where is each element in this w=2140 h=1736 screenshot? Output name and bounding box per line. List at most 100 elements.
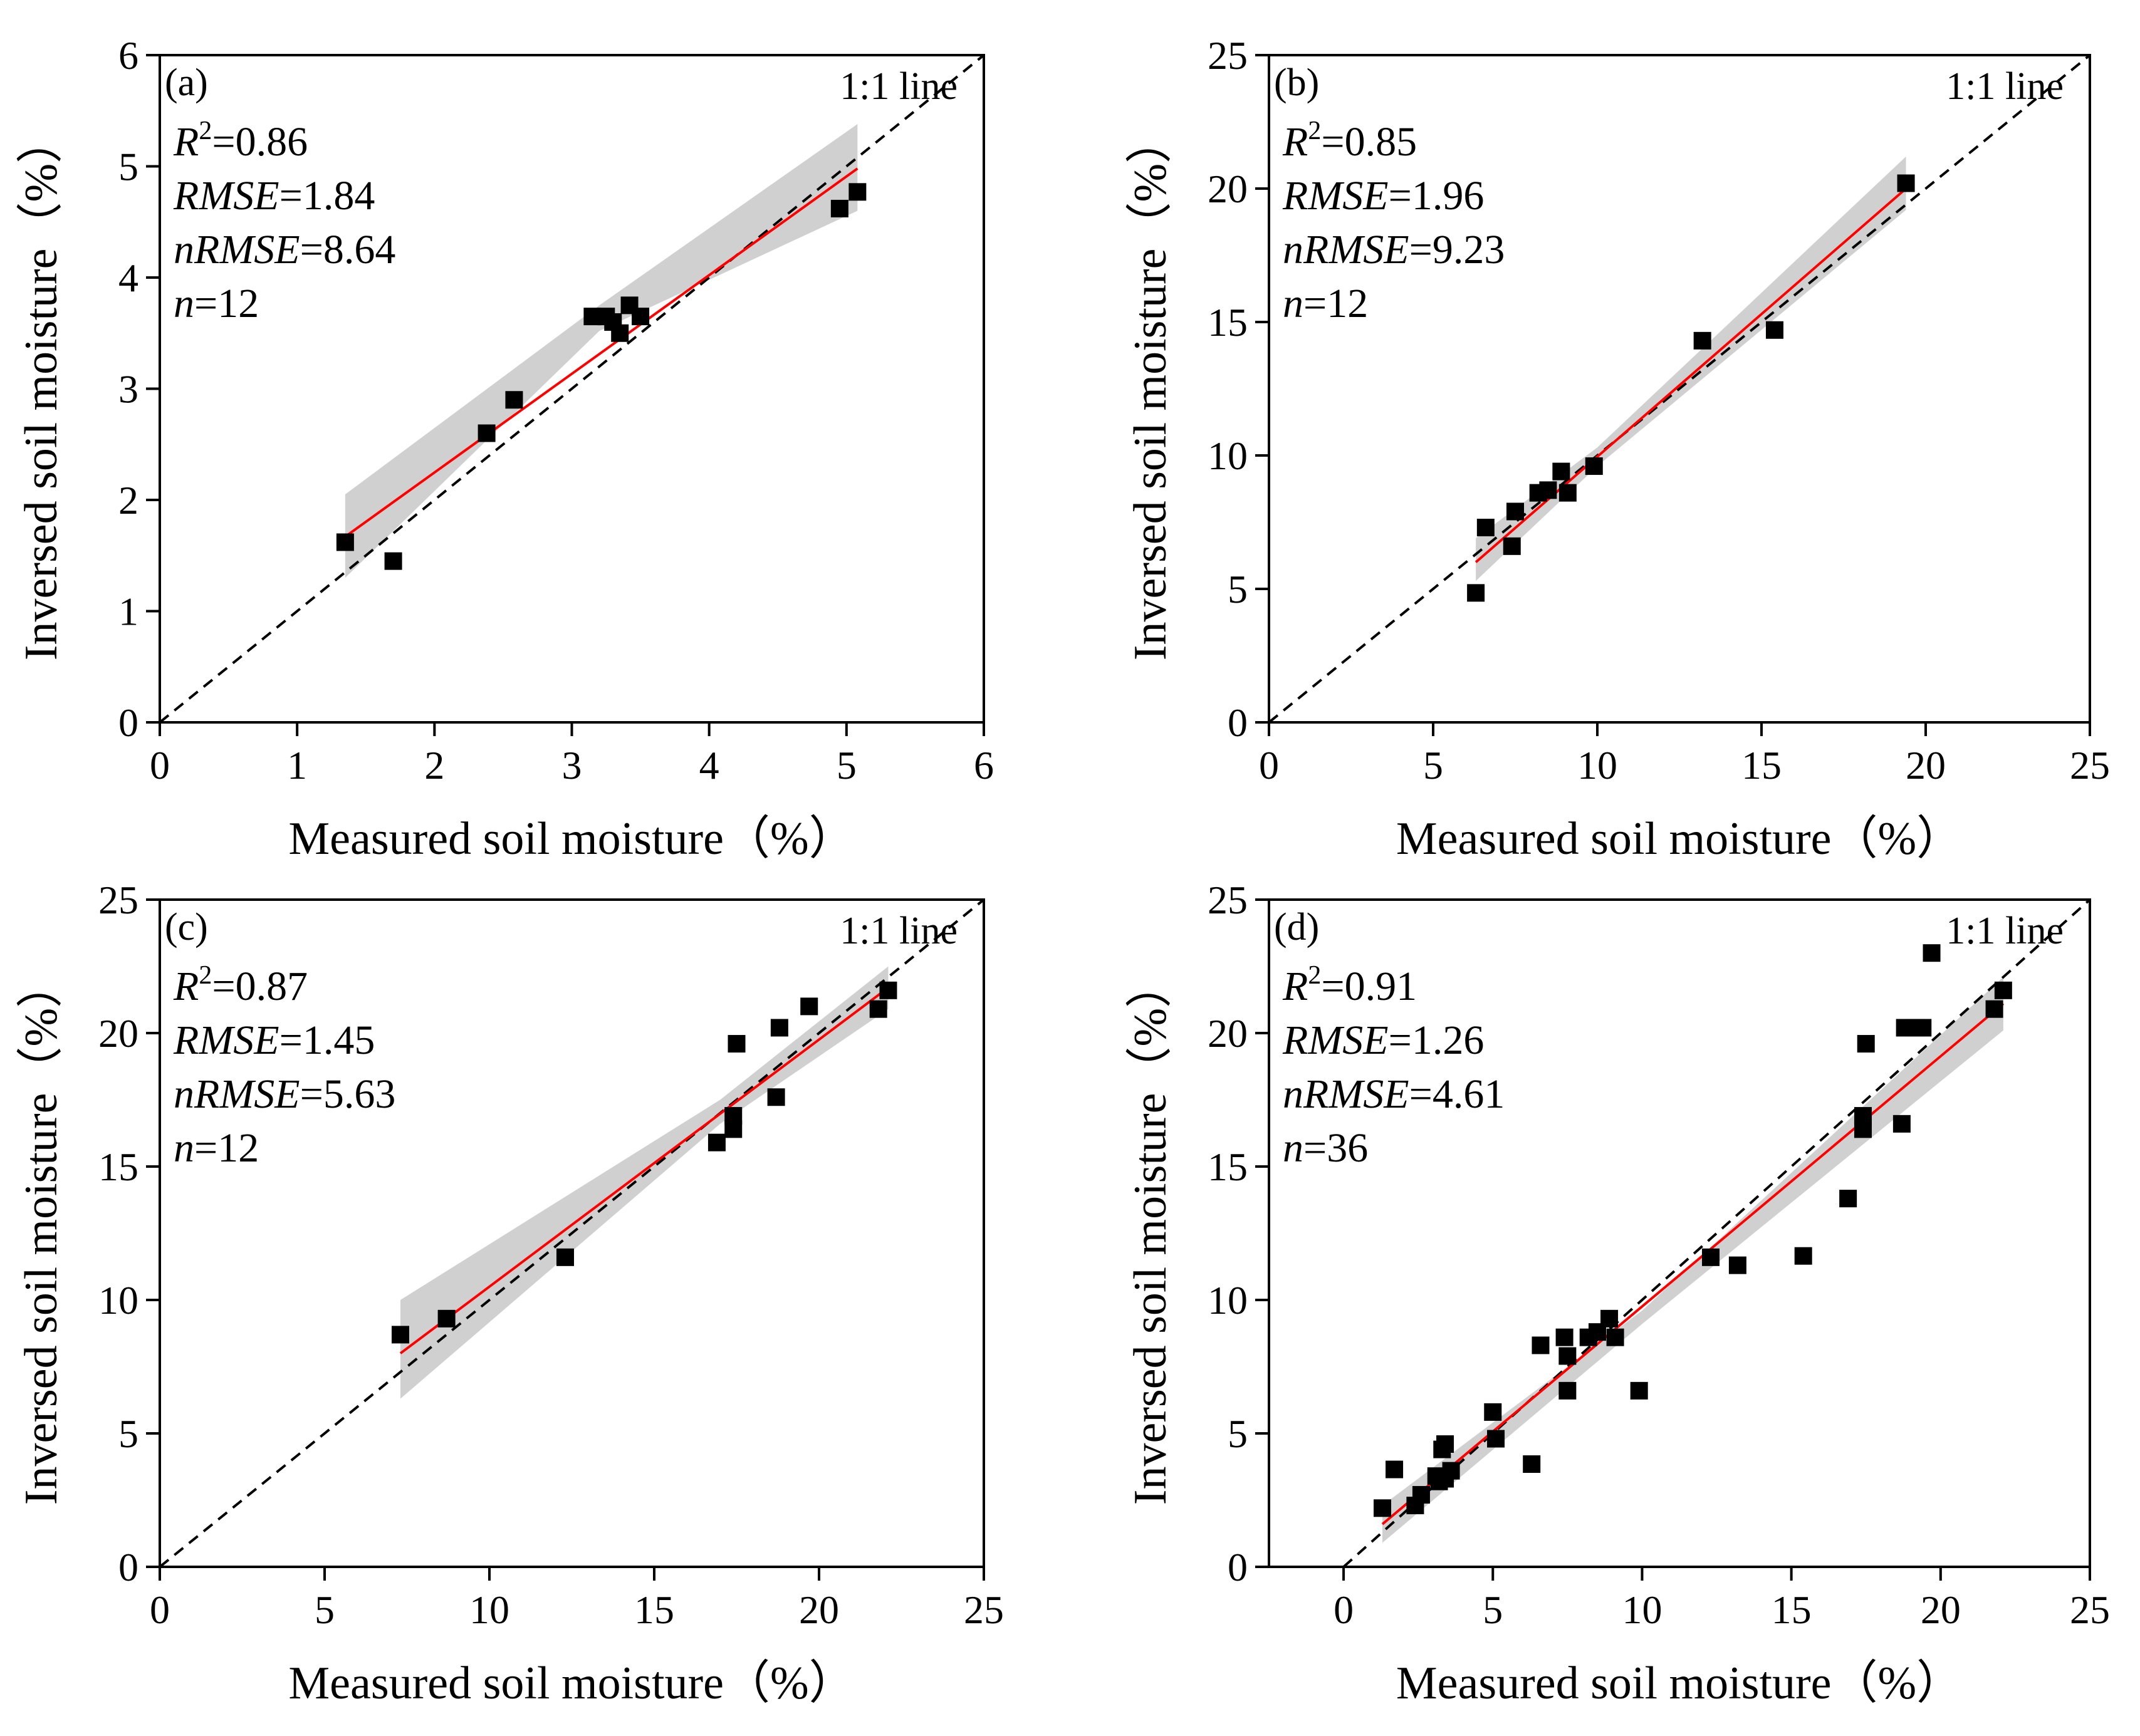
stat-nrmse-symbol: nRMSE [1283, 1071, 1409, 1117]
x-tick-label: 15 [634, 1588, 674, 1632]
data-point [1467, 584, 1485, 602]
x-axis-title: Measured soil moisture（%） [1396, 813, 1963, 865]
stat-n-value: 12 [1327, 281, 1368, 326]
regression-line [1381, 1002, 2005, 1525]
data-point [707, 1133, 726, 1151]
stat-r2-eq: = [1321, 119, 1344, 165]
x-tick-label: 20 [1906, 743, 1946, 787]
y-axis-title: Inversed soil moisture（%） [1125, 117, 1176, 660]
stat-r2-symbol: R [173, 964, 199, 1009]
data-point [391, 1326, 409, 1344]
data-point [1484, 1403, 1502, 1421]
x-axis-title: Measured soil moisture（%） [288, 813, 855, 865]
data-point [767, 1088, 785, 1106]
y-tick-label: 3 [118, 367, 138, 412]
y-tick-label: 5 [118, 1411, 138, 1456]
stat-r2-value: 0.86 [236, 119, 308, 165]
y-tick-label: 15 [1208, 300, 1248, 345]
stat-n-eq: = [194, 281, 217, 326]
plot-frame [1268, 54, 2091, 724]
data-point [1552, 462, 1570, 481]
data-point [632, 308, 650, 326]
stat-n-symbol: n [174, 281, 194, 326]
one-to-one-label: 1:1 line [840, 910, 958, 952]
y-tick-label: 20 [1208, 1011, 1248, 1056]
stat-r2-exponent: 2 [1308, 117, 1321, 145]
confidence-band [1382, 977, 2003, 1543]
confidence-band [400, 966, 889, 1399]
stat-r2-value: 0.91 [1345, 964, 1417, 1009]
stat-nrmse-value: 8.64 [323, 227, 396, 273]
data-point [1994, 981, 2012, 999]
stat-n: n=36 [1283, 1125, 1368, 1171]
data-point [505, 391, 523, 409]
x-axis-title: Measured soil moisture（%） [288, 1658, 855, 1709]
data-point [478, 424, 496, 442]
data-point [1427, 1467, 1445, 1485]
stat-r2-exponent: 2 [199, 961, 212, 990]
data-point [1436, 1435, 1454, 1453]
x-tick-label: 25 [964, 1588, 1004, 1632]
stat-r2-exponent: 2 [199, 117, 212, 145]
plot-area [160, 900, 984, 1567]
stat-nrmse-value: 4.61 [1433, 1071, 1505, 1117]
x-tick-label: 0 [150, 1588, 170, 1632]
x-tick-label: 5 [837, 743, 857, 787]
plot-area [1342, 900, 2090, 1567]
data-point [1506, 502, 1524, 521]
stat-n-value: 12 [217, 281, 259, 326]
stat-nrmse-eq: = [300, 1071, 323, 1117]
stat-r2-eq: = [1321, 964, 1344, 1009]
regression-line [344, 167, 859, 538]
x-axis-title: Measured soil moisture（%） [1396, 1658, 1963, 1709]
stat-rmse-symbol: RMSE [173, 1017, 279, 1063]
y-tick-label: 15 [98, 1145, 138, 1189]
y-tick-label: 20 [98, 1011, 138, 1056]
data-point [1532, 1336, 1550, 1354]
x-tick-label: 0 [1259, 743, 1279, 787]
data-point [604, 313, 622, 331]
confidence-band [345, 124, 858, 578]
y-tick-label: 5 [1228, 567, 1248, 611]
x-tick-label: 5 [1483, 1588, 1503, 1632]
data-point [1585, 457, 1603, 476]
data-point [770, 1019, 788, 1037]
data-point [1555, 1328, 1574, 1346]
stat-rmse-eq: = [279, 173, 303, 219]
data-point [830, 199, 848, 217]
plot-area [1269, 55, 2090, 722]
data-point [437, 1309, 456, 1328]
stat-nrmse: nRMSE=5.63 [174, 1071, 395, 1117]
data-point [1630, 1381, 1648, 1400]
x-tick-label: 3 [562, 743, 582, 787]
stat-nrmse-symbol: nRMSE [174, 227, 300, 273]
panel-c: 0 5 10 15 20 25 0 5 10 15 20 25 Measured soil moistu… [16, 878, 1004, 1709]
stat-n: n=12 [1283, 281, 1368, 326]
data-point [848, 183, 867, 201]
x-tick-label: 20 [799, 1588, 839, 1632]
data-point [1914, 1019, 1932, 1037]
panel-label: (a) [165, 61, 208, 104]
stat-nrmse-eq: = [1409, 1071, 1433, 1117]
data-point [1558, 484, 1577, 502]
stat-r2: R2=0.87 [173, 961, 308, 1009]
y-tick-label: 0 [118, 1545, 138, 1589]
y-tick-label: 25 [1208, 33, 1248, 78]
data-point [1487, 1430, 1505, 1448]
stat-r2-eq: = [212, 119, 235, 165]
data-point [1892, 1115, 1911, 1133]
stat-rmse-symbol: RMSE [1282, 1017, 1389, 1063]
y-tick-label: 25 [98, 878, 138, 922]
x-tick-label: 15 [1772, 1588, 1812, 1632]
y-tick-label: 2 [118, 478, 138, 522]
panel-label: (d) [1274, 906, 1319, 949]
y-tick-label: 0 [118, 700, 138, 745]
stat-n-symbol: n [1283, 281, 1303, 326]
stat-n-symbol: n [174, 1125, 194, 1171]
data-point [1839, 1190, 1857, 1208]
one-to-one-line [160, 55, 984, 722]
confidence-band [1476, 156, 1906, 581]
one-to-one-label: 1:1 line [840, 65, 958, 108]
stat-nrmse-eq: = [1409, 227, 1433, 273]
data-point [1765, 321, 1783, 339]
